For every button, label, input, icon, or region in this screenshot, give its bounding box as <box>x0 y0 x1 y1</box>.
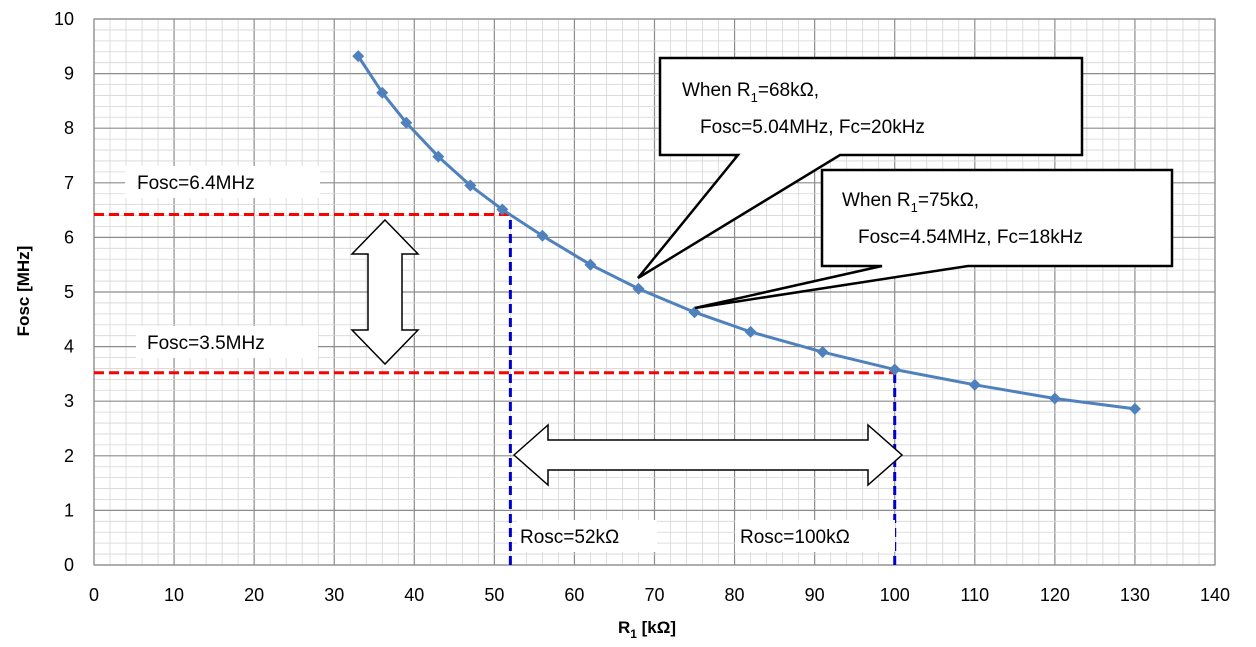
callout-r1-75k-line1: When R1=75kΩ, <box>842 190 979 215</box>
y-tick-label: 10 <box>54 9 74 29</box>
x-tick-label: 70 <box>644 585 664 605</box>
data-point <box>1128 402 1141 415</box>
y-tick-label: 8 <box>64 118 74 138</box>
x-tick-label: 50 <box>484 585 504 605</box>
tick-labels: 0 10 20 30 40 50 60 70 80 90 100 110 120 130 140 0 1 2 3 4 5… <box>54 9 1230 605</box>
rosc-low-label: Rosc=52kΩ <box>520 527 619 548</box>
callout-r1-75k: When R1=75kΩ, Fosc=4.54MHz, Fc=18kHz <box>694 168 1174 310</box>
x-tick-label: 140 <box>1200 585 1230 605</box>
callouts: When R1=68kΩ, Fosc=5.04MHz, Fc=20kHz Whe… <box>637 56 1174 310</box>
data-point <box>496 203 509 216</box>
annotation-labels: Fosc=6.4MHz Fosc=3.5MHz Rosc=52kΩ Rosc=1… <box>125 166 895 552</box>
x-tick-label: 130 <box>1120 585 1150 605</box>
callout-r1-68k-line2: Fosc=5.04MHz, Fc=20kHz <box>700 117 925 138</box>
y-tick-label: 5 <box>64 282 74 302</box>
x-tick-label: 60 <box>564 585 584 605</box>
x-tick-label: 110 <box>960 585 989 605</box>
callout-r1-68k-line1: When R1=68kΩ, <box>682 80 819 105</box>
vertical-range-arrow <box>350 218 420 366</box>
x-tick-label: 120 <box>1040 585 1070 605</box>
x-tick-label: 80 <box>725 585 745 605</box>
y-tick-label: 2 <box>64 446 74 466</box>
data-point <box>744 325 757 338</box>
data-point <box>816 346 829 359</box>
range-arrows <box>350 218 904 487</box>
data-point <box>1048 392 1061 405</box>
rosc-high-label: Rosc=100kΩ <box>740 527 850 548</box>
data-point <box>432 150 445 163</box>
plot-area-border <box>93 18 1216 566</box>
fosc-high-label: Fosc=6.4MHz <box>137 173 255 194</box>
series <box>352 50 1141 415</box>
data-point <box>352 50 365 63</box>
data-point <box>400 116 413 129</box>
y-tick-label: 4 <box>64 337 74 357</box>
data-point <box>968 378 981 391</box>
x-tick-label: 30 <box>324 585 344 605</box>
y-tick-label: 3 <box>64 391 74 411</box>
data-point <box>632 282 645 295</box>
x-tick-label: 100 <box>880 585 910 605</box>
data-point <box>376 86 389 99</box>
y-tick-label: 1 <box>64 500 74 520</box>
data-point <box>464 179 477 192</box>
y-tick-label: 7 <box>64 173 74 193</box>
x-axis-title: R1 [kΩ] <box>618 618 676 641</box>
callout-r1-68k-bubble <box>637 56 1084 280</box>
x-tick-label: 0 <box>89 585 99 605</box>
series-line-0 <box>356 55 1136 411</box>
callout-r1-68k: When R1=68kΩ, Fosc=5.04MHz, Fc=20kHz <box>637 56 1084 280</box>
y-tick-label: 0 <box>64 555 74 575</box>
y-axis-title: Fosc [MHz] <box>14 246 33 337</box>
x-tick-label: 10 <box>164 585 184 605</box>
fosc-low-label: Fosc=3.5MHz <box>147 333 265 354</box>
horizontal-range-arrow <box>512 423 904 487</box>
data-point <box>584 258 597 271</box>
data-point <box>688 306 701 319</box>
y-tick-label: 6 <box>64 227 74 247</box>
x-tick-label: 20 <box>244 585 264 605</box>
x-tick-label: 40 <box>404 585 424 605</box>
y-tick-label: 9 <box>64 64 74 84</box>
callout-r1-75k-line2: Fosc=4.54MHz, Fc=18kHz <box>858 227 1083 248</box>
data-point <box>536 229 549 242</box>
x-tick-label: 90 <box>805 585 825 605</box>
callout-r1-75k-bubble <box>694 168 1174 310</box>
data-point <box>888 363 901 376</box>
